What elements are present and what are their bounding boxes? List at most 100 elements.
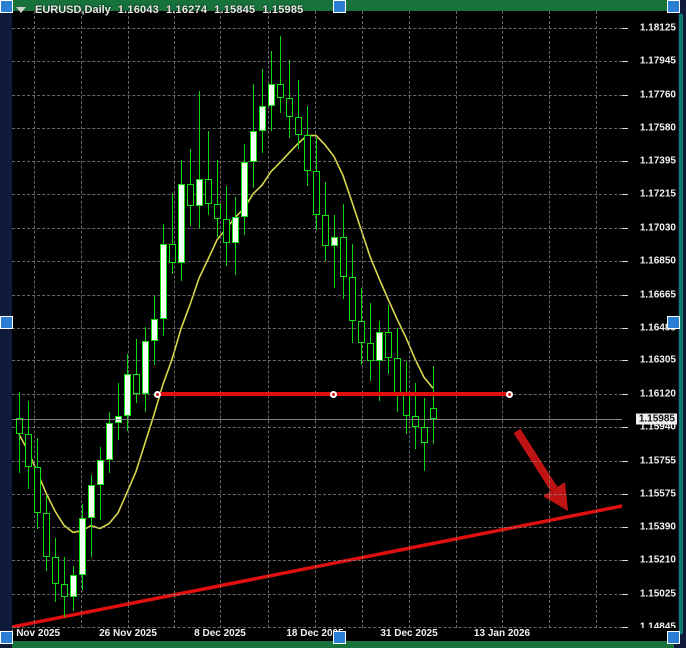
symbol-period-label: EURUSD,Daily (35, 3, 111, 16)
grid-line-horizontal (12, 594, 622, 596)
time-axis-label: 31 Dec 2025 (380, 628, 438, 639)
axis-tick (622, 294, 628, 296)
grid-line-vertical (455, 11, 457, 628)
chart-overlay-svg (12, 134, 622, 628)
price-axis-label: 1.15940 (639, 421, 676, 433)
axis-tick (622, 493, 628, 495)
resize-handle-bottom-middle[interactable] (333, 631, 346, 644)
ascending-trendline[interactable] (12, 504, 622, 628)
grid-line-vertical (81, 11, 82, 628)
grid-line-horizontal (12, 294, 622, 296)
chart-header: EURUSD,Daily 1.16043 1.16274 1.15845 1.1… (16, 2, 303, 17)
time-axis-label: 18 Dec 2025 (286, 628, 344, 639)
axis-tick (622, 360, 628, 362)
grid-line-horizontal (12, 627, 622, 628)
grid-line-vertical (34, 11, 35, 628)
grid-line-vertical (362, 11, 363, 628)
axis-tick (622, 327, 628, 329)
resize-handle-top-middle[interactable] (333, 0, 346, 13)
price-axis[interactable]: 1.18125 1.17945 1.17760 1.17580 1.17395 1.172… (622, 11, 678, 628)
axis-tick (622, 194, 628, 196)
grid-line-horizontal (12, 427, 622, 429)
price-axis-label: 1.17760 (639, 89, 676, 101)
price-axis-label: 1.15575 (639, 488, 676, 500)
grid-line-vertical (596, 11, 597, 628)
grid-line-horizontal (12, 94, 622, 96)
price-axis-label: 1.15390 (639, 521, 676, 533)
price-axis-label: 1.17395 (639, 155, 676, 167)
grid-line-horizontal (12, 493, 622, 495)
grid-line-horizontal (12, 360, 622, 362)
ohlc-open: 1.16043 (117, 3, 159, 16)
axis-tick (622, 460, 628, 462)
time-axis-label: 8 Dec 2025 (194, 628, 246, 639)
current-price-line (12, 418, 622, 420)
axis-tick (622, 94, 628, 96)
axis-tick (622, 594, 628, 596)
resize-handle-bottom-left[interactable] (0, 631, 13, 644)
annotation-arrow-head[interactable] (543, 482, 568, 511)
axis-tick (622, 527, 628, 529)
grid-line-horizontal (12, 127, 622, 129)
resistance-line-handle-mid[interactable] (329, 390, 337, 398)
grid-line-vertical (174, 11, 175, 628)
grid-line-horizontal (12, 60, 622, 62)
grid-line-horizontal (12, 260, 622, 262)
axis-tick (622, 260, 628, 262)
grid-line-vertical (128, 11, 129, 628)
price-axis-label: 1.17030 (639, 222, 676, 234)
current-price-label: 1.15985 (635, 413, 677, 425)
axis-tick (622, 394, 628, 396)
price-axis-label: 1.15025 (639, 588, 676, 600)
price-axis-label: 1.15755 (639, 455, 676, 467)
resize-handle-top-right[interactable] (667, 0, 680, 13)
resize-handle-middle-left[interactable] (0, 316, 13, 329)
axis-tick (622, 60, 628, 62)
price-axis-label: 1.17945 (639, 55, 676, 67)
axis-tick (622, 627, 628, 628)
grid-line-horizontal (12, 28, 622, 29)
grid-line-vertical (220, 11, 221, 628)
price-axis-label: 1.18125 (639, 22, 676, 34)
grid-line-horizontal (12, 560, 622, 562)
grid-line-horizontal (12, 460, 622, 462)
grid-line-horizontal (12, 161, 622, 163)
axis-tick (622, 560, 628, 562)
price-axis-label: 1.14845 (639, 621, 676, 629)
price-axis-label: 1.16305 (639, 354, 676, 366)
ohlc-high: 1.16274 (165, 3, 208, 16)
axis-tick (622, 161, 628, 163)
resize-handle-bottom-right[interactable] (667, 631, 680, 644)
price-axis-label: 1.15210 (639, 554, 676, 566)
grid-line-vertical (502, 11, 503, 628)
grid-line-horizontal (12, 527, 622, 529)
grid-line-horizontal (12, 227, 622, 229)
grid-line-vertical (267, 11, 269, 628)
axis-tick (622, 127, 628, 129)
price-axis-label: 1.16120 (639, 388, 676, 400)
time-axis-label: 4 Nov 2025 (12, 628, 61, 639)
resistance-line-handle-right[interactable] (505, 390, 513, 398)
axis-tick (622, 227, 628, 229)
price-axis-label: 1.16485 (639, 322, 676, 333)
price-axis-scrollbar[interactable] (679, 14, 683, 634)
grid-line-vertical (409, 11, 410, 628)
grid-line-vertical (549, 11, 550, 628)
price-axis-label: 1.16850 (639, 255, 676, 267)
price-axis-label: 1.17215 (639, 188, 676, 200)
chart-plot-area[interactable] (12, 11, 622, 628)
price-axis-label: 1.17580 (639, 122, 676, 134)
axis-tick (622, 28, 628, 29)
chevron-down-icon[interactable] (16, 6, 26, 13)
resize-handle-middle-right[interactable] (667, 316, 680, 329)
grid-line-vertical (315, 11, 316, 628)
grid-line-horizontal (12, 327, 622, 329)
time-axis-label: 26 Nov 2025 (99, 628, 157, 639)
ohlc-low: 1.15845 (214, 3, 256, 16)
time-axis-label: 13 Jan 2026 (473, 628, 531, 639)
resize-handle-top-left[interactable] (0, 0, 13, 13)
ohlc-close: 1.15985 (262, 3, 304, 16)
price-axis-label: 1.16665 (639, 289, 676, 301)
resistance-line-handle-left[interactable] (153, 390, 161, 398)
